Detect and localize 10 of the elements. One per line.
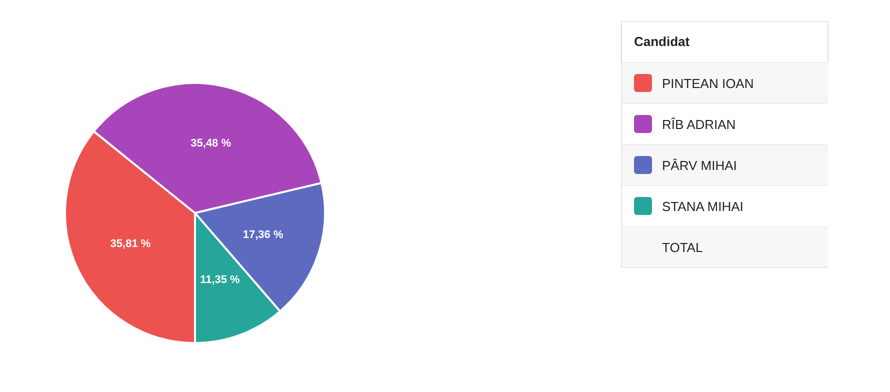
legend-title: Candidat — [622, 22, 828, 62]
data-label: 17,36 % — [242, 229, 284, 241]
legend-label: PÂRV MIHAI — [662, 158, 737, 172]
legend-label: RÎB ADRIAN — [662, 116, 736, 132]
legend-label: PINTEAN IOAN — [662, 76, 754, 90]
data-label: 11,35 % — [200, 274, 240, 286]
text: TOTAL — [662, 240, 703, 254]
data-label: 35,81 % — [110, 238, 151, 250]
data-label: 35,48 % — [190, 137, 232, 150]
legend-label: STANA MIHAI — [662, 198, 744, 214]
